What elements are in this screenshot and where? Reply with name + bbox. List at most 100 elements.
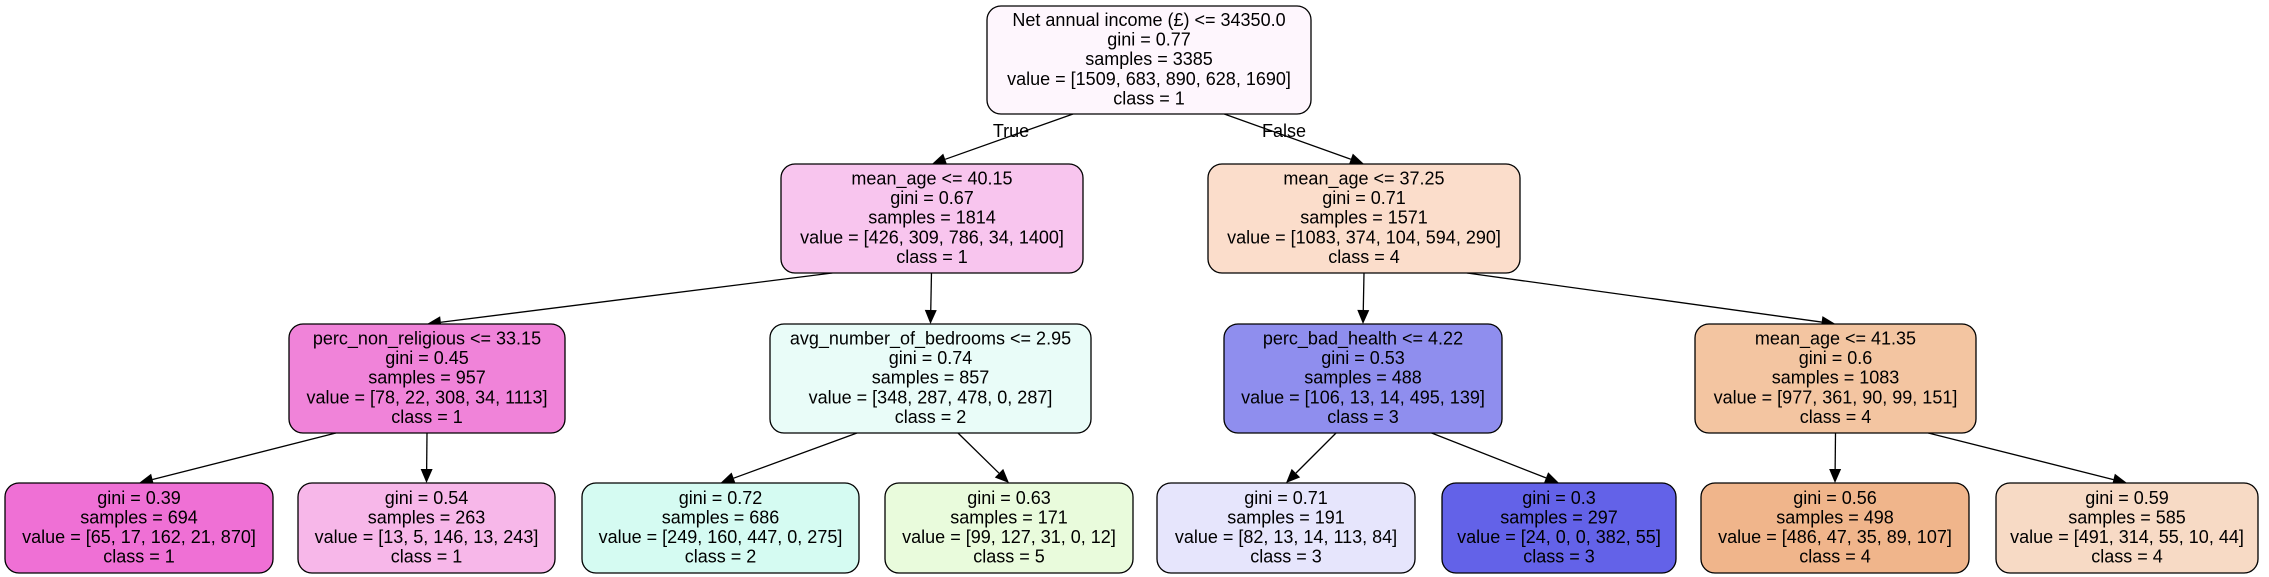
node-line: value = [13, 5, 146, 13, 243] [315,527,539,547]
node-line: value = [24, 0, 0, 382, 55] [1457,527,1661,547]
node-line: samples = 585 [2068,507,2186,527]
node-line: samples = 686 [662,507,780,527]
node-line: samples = 3385 [1085,49,1213,69]
edge-line [1295,432,1337,474]
node-line: mean_age <= 37.25 [1283,169,1444,190]
node-line: gini = 0.63 [967,488,1051,508]
edge-n3-n7 [139,432,337,486]
edge-arrowhead [1543,472,1559,484]
node-box [986,5,1312,115]
node-line: gini = 0.56 [1793,488,1877,508]
edge-line [957,432,1000,474]
edge-label-false: False [1262,121,1306,141]
edge-n0-n1: True [932,113,1074,165]
node-line: samples = 263 [368,507,486,527]
edge-n5-n11 [1286,432,1337,483]
node-box [884,482,1134,574]
edge-line [152,432,337,481]
edge-n2-n6 [1466,272,1836,329]
node-line: value = [977, 361, 90, 99, 151] [1714,387,1958,407]
edge-n2-n5 [1357,272,1370,324]
node-box [1694,323,1977,434]
node-box [297,482,556,574]
edge-line [1431,432,1547,479]
edge-line [930,272,933,311]
node-box [1700,482,1970,574]
node-line: mean_age <= 41.35 [1755,329,1916,350]
node-line: gini = 0.54 [385,488,469,508]
edge-n6-n14 [1928,432,2127,486]
node-line: samples = 1814 [868,208,996,228]
node-line: class = 1 [391,407,463,427]
edge-n1-n4 [924,272,937,324]
edge-n0-n2: False [1224,113,1364,165]
node-line: perc_non_religious <= 33.15 [313,329,541,350]
node-line: gini = 0.53 [1321,348,1405,368]
node-line: class = 2 [685,547,757,567]
edge-line [1466,272,1822,323]
edge-line [944,113,1074,160]
node-line: value = [249, 160, 447, 0, 275] [599,527,843,547]
edge-line [440,272,833,323]
node-line: class = 5 [973,547,1045,567]
node-line: value = [491, 314, 55, 10, 44] [2010,527,2244,547]
node-box [1156,482,1416,574]
node-line: value = [99, 127, 31, 0, 12] [902,527,1116,547]
node-line: class = 1 [391,547,463,567]
node-line: class = 4 [1799,547,1871,567]
node-box [1441,482,1677,574]
node-line: class = 4 [1328,247,1400,267]
edge-arrowhead [1348,153,1364,165]
edge-n4-n10 [957,432,1009,483]
node-line: samples = 857 [872,368,990,388]
node-line: gini = 0.6 [1799,348,1873,368]
edge-label-true: True [993,121,1029,141]
node-line: samples = 488 [1304,368,1422,388]
node-line: class = 2 [895,407,967,427]
edge-arrowhead [1829,468,1842,483]
node-line: value = [65, 17, 162, 21, 870] [22,527,256,547]
node-line: samples = 1083 [1772,368,1900,388]
node-line: samples = 171 [950,507,1068,527]
node-line: gini = 0.71 [1322,188,1406,208]
node-line: perc_bad_health <= 4.22 [1263,329,1463,350]
node-line: gini = 0.74 [889,348,973,368]
node-line: value = [1083, 374, 104, 594, 290] [1227,227,1501,247]
node-box [780,163,1084,274]
node-line: class = 1 [1113,88,1185,108]
node-line: class = 3 [1327,407,1399,427]
edge-arrowhead [994,468,1009,483]
node-box [4,482,274,574]
node-line: class = 1 [896,247,968,267]
edge-arrowhead [932,153,948,165]
node-line: value = [426, 309, 786, 34, 1400] [800,227,1064,247]
node-box [581,482,860,574]
node-line: value = [82, 13, 14, 113, 84] [1175,527,1397,547]
node-box [1207,163,1521,274]
node-line: samples = 498 [1776,507,1894,527]
node-line: value = [106, 13, 14, 495, 139] [1241,387,1485,407]
node-line: samples = 957 [368,368,486,388]
node-line: gini = 0.59 [2085,488,2169,508]
node-box [288,323,566,434]
edges-layer: True False [139,113,2127,486]
node-line: samples = 191 [1227,507,1345,527]
node-line: gini = 0.45 [385,348,469,368]
node-line: value = [1509, 683, 890, 628, 1690] [1007,69,1291,89]
